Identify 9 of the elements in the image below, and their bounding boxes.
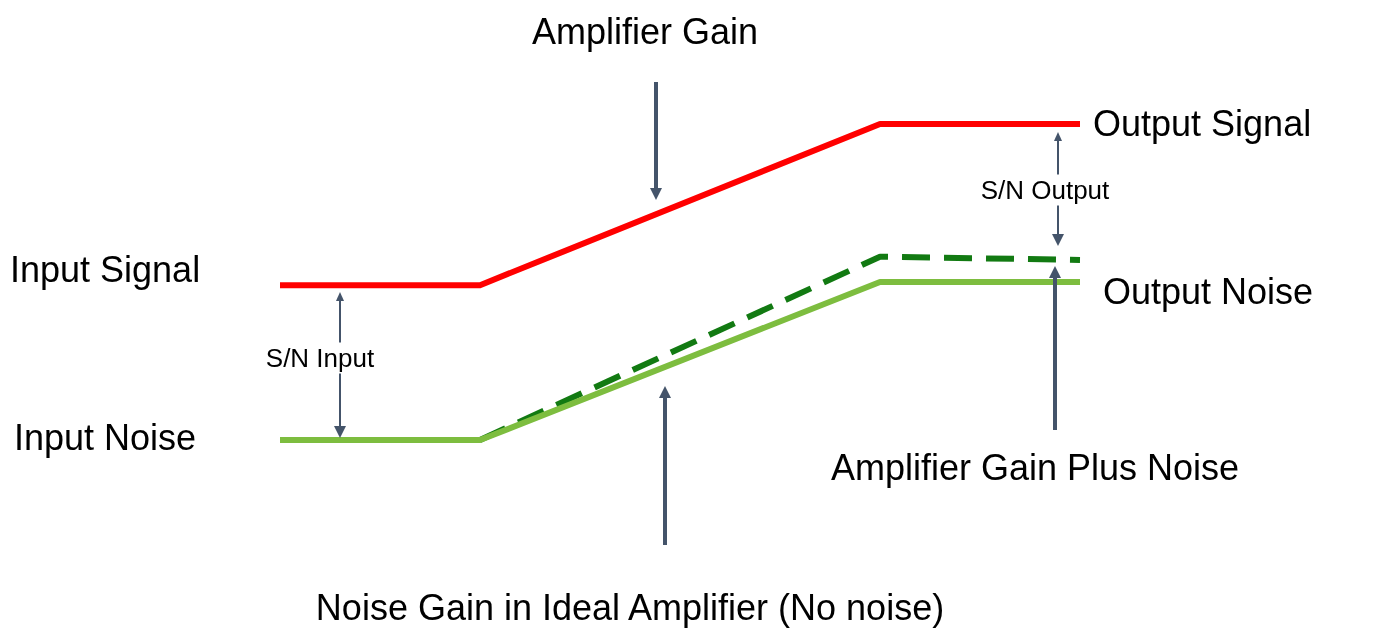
annotation: S/N Input xyxy=(265,342,375,374)
text: Input Noise xyxy=(14,417,197,459)
annotation: Output Noise xyxy=(1103,271,1314,313)
text: Amplifier Gain xyxy=(531,11,759,53)
text: Input Signal xyxy=(10,249,201,291)
text: Noise Gain in Ideal Amplifier (No noise) xyxy=(315,587,945,629)
annotation: Output Signal xyxy=(1093,103,1312,145)
annotation: S/N Output xyxy=(980,174,1110,206)
text: Amplifier Gain Plus Noise xyxy=(830,447,1240,489)
